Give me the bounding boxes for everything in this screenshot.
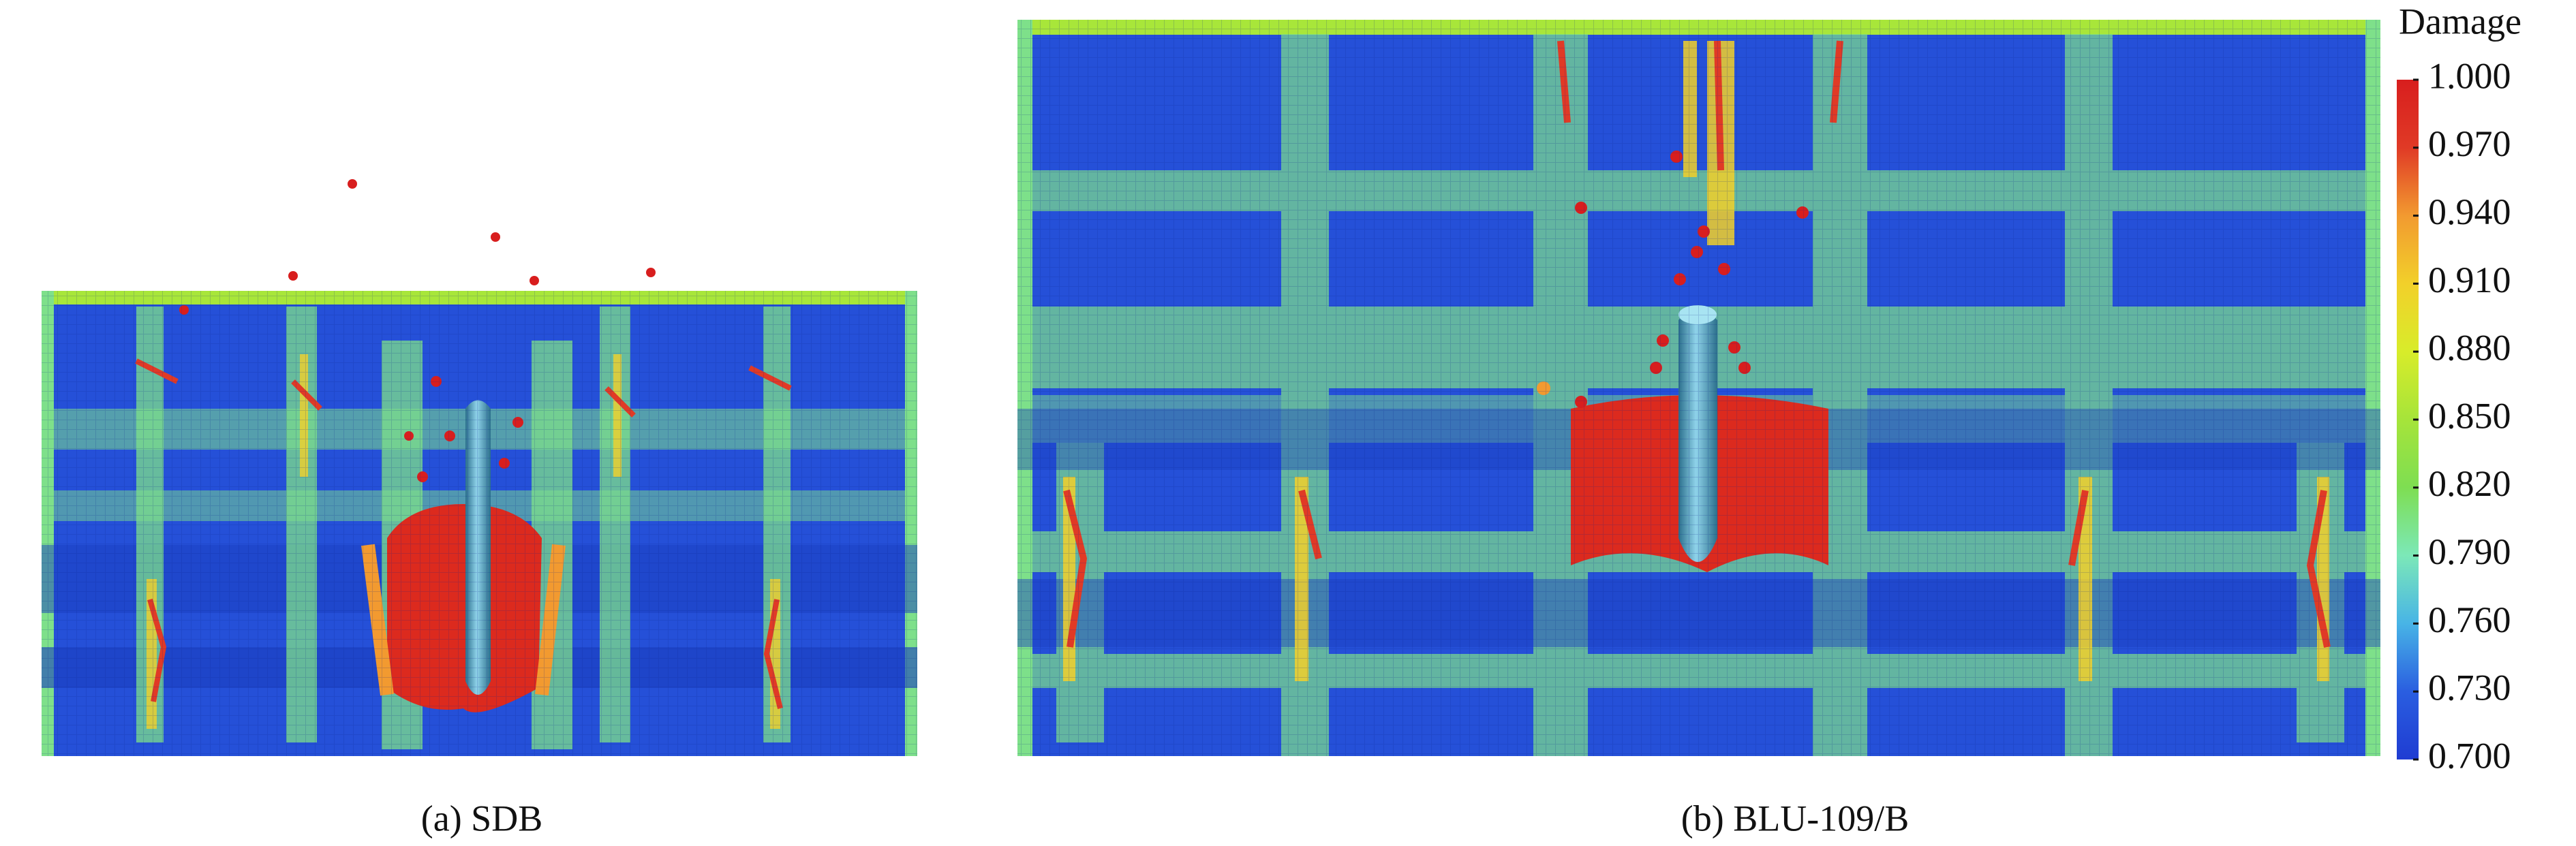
- colorbar-tick-label: 0.700: [2428, 735, 2511, 776]
- colorbar-tick-label: 1.000: [2428, 55, 2511, 96]
- colorbar-tick-label: 0.730: [2428, 668, 2511, 708]
- colorbar-tick-label: 0.850: [2428, 395, 2511, 436]
- colorbar: 1.000 0.970 0.940 0.910 0.880 0.850 0.820 0.790…: [2397, 55, 2511, 776]
- panel-b-image: [1017, 20, 2380, 756]
- colorbar-tick-label: 0.880: [2428, 328, 2511, 369]
- panel-caption: (b) BLU-109/B: [1681, 798, 1909, 839]
- colorbar-tick-label: 0.790: [2428, 531, 2511, 572]
- colorbar-tick-label: 0.760: [2428, 599, 2511, 640]
- colorbar-tick-label: 0.910: [2428, 260, 2511, 300]
- colorbar-tick-label: 0.820: [2428, 463, 2511, 504]
- colorbar-tick-label: 0.940: [2428, 191, 2511, 232]
- colorbar-title: Damage: [2399, 1, 2521, 42]
- colorbar-tick-label: 0.970: [2428, 123, 2511, 164]
- panel-caption: (a) SDB: [421, 798, 542, 839]
- panel-a-image: [42, 179, 917, 756]
